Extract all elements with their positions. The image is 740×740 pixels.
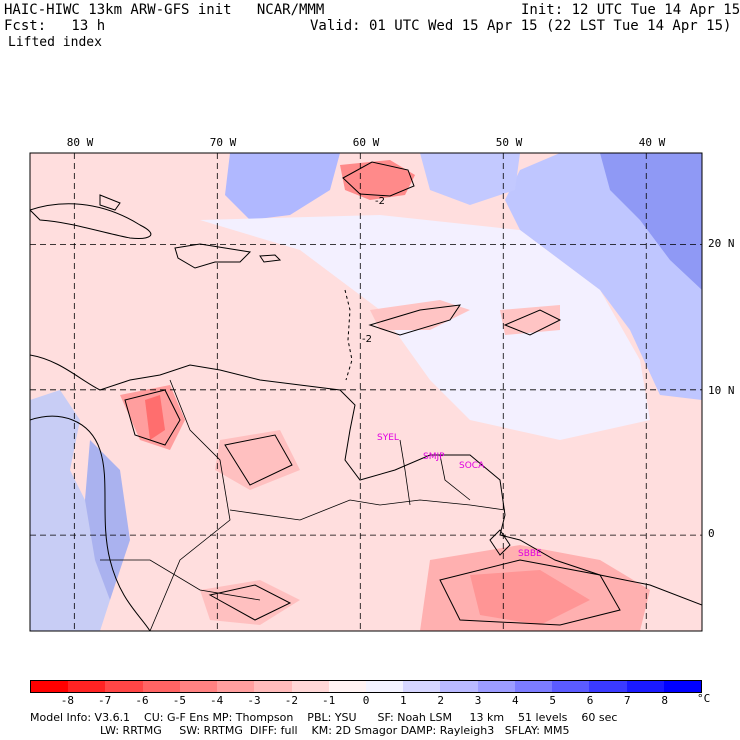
colorbar-swatch (552, 681, 590, 692)
lon-label: 80 W (67, 136, 94, 149)
lat-label: 0 (708, 527, 715, 540)
contour-amazon (439, 559, 621, 626)
coast-lesser-antilles (344, 289, 353, 381)
colorbar-tick-label: -2 (284, 694, 298, 707)
colorbar-swatch (68, 681, 106, 692)
lat-label: 20 N (708, 237, 735, 250)
border-brazil-north (229, 499, 506, 521)
stable-region-north-2 (420, 153, 520, 205)
colorbar-tick-label: 7 (624, 694, 631, 707)
colorbar-tick-label: 0 (362, 694, 370, 707)
coast-bahamas (99, 194, 121, 211)
colorbar-swatch (663, 681, 701, 692)
colorbar-tick-label: 2 (437, 694, 444, 707)
colorbar-swatch (589, 681, 627, 692)
colorbar-swatch (179, 681, 218, 692)
unstable-cell-venezuela (215, 430, 300, 490)
border-guyana (399, 439, 411, 506)
coast-puerto-rico (259, 254, 282, 263)
coast-pacific (30, 415, 151, 631)
contour-value-label: -2 (375, 196, 385, 207)
site-label: SYEL (377, 433, 399, 443)
lon-label: 40 W (639, 136, 666, 149)
model-title: HAIC-HIWC 13km ARW-GFS init NCAR/MMM (4, 2, 325, 18)
colorbar-tick-label: 1 (400, 694, 407, 707)
colorbar-unit: °C (697, 692, 711, 705)
stable-region-pacific (30, 390, 110, 631)
colorbar-swatch (403, 681, 441, 692)
model-info-line-2: LW: RRTMG SW: RRTMG DIFF: full KM: 2D Sm… (100, 724, 570, 737)
lon-label: 50 W (496, 136, 523, 149)
colorbar (30, 680, 702, 693)
field-name: Lifted index (8, 35, 102, 50)
colorbar-swatch (217, 681, 255, 692)
colorbar-tick-label: -8 (60, 694, 74, 707)
contour-colombia (124, 389, 181, 446)
coast-marajo (489, 529, 511, 556)
colorbar-tick-label: 4 (512, 694, 519, 707)
colorbar-tick-label: -7 (98, 694, 112, 707)
border-peru (100, 559, 261, 601)
colorbar-tick-label: -3 (247, 694, 261, 707)
unstable-core-amazon (470, 570, 590, 625)
model-info-line-1: Model Info: V3.6.1 CU: G-F Ens MP: Thomp… (30, 711, 618, 724)
forecast-hour: Fcst: 13 h (4, 18, 106, 34)
colorbar-swatch (365, 681, 404, 692)
colorbar-tick-label: -6 (135, 694, 149, 707)
contour-south (208, 584, 292, 621)
init-time: Init: 12 UTC Tue 14 Apr 15 (521, 2, 740, 18)
colorbar-swatch (31, 681, 69, 692)
colorbar-swatch (254, 681, 292, 692)
contour-venezuela (224, 434, 293, 486)
stable-core-east (600, 153, 702, 290)
colorbar-tick-label: 3 (474, 694, 482, 707)
colorbar-swatch (291, 681, 329, 692)
colorbar-tick-label: -5 (172, 694, 186, 707)
coast-south-america (30, 354, 702, 606)
site-label: SOCA (459, 461, 485, 471)
colorbar-tick-label: 6 (586, 694, 594, 707)
colorbar-tick-label: -1 (322, 694, 336, 707)
lon-label: 70 W (210, 136, 237, 149)
unstable-core-colombia (145, 395, 165, 440)
site-label: SMJP (423, 452, 445, 462)
unstable-band-atlantic (370, 300, 470, 330)
unstable-cell-north (340, 160, 415, 200)
colorbar-tick-label: 5 (549, 694, 556, 707)
colorbar-tick-label: 8 (661, 694, 668, 707)
contour-atlantic-2 (503, 309, 562, 336)
valid-time: Valid: 01 UTC Wed 15 Apr 15 (22 LST Tue … (310, 18, 732, 34)
lon-label: 60 W (353, 136, 380, 149)
colorbar-swatch (514, 681, 553, 692)
coast-hispaniola (174, 243, 252, 269)
colorbar-swatch (142, 681, 180, 692)
colorbar-tick-label: -4 (210, 694, 224, 707)
contour-value-label: -2 (362, 334, 372, 345)
coast-cuba (30, 203, 152, 239)
border-suriname (439, 454, 471, 501)
site-label: SBBE (518, 549, 542, 559)
contour-atlantic (368, 304, 462, 336)
colorbar-swatch (477, 681, 515, 692)
border-colombia (149, 379, 231, 631)
colorbar-swatch (328, 681, 366, 692)
colorbar-swatch (626, 681, 664, 692)
stable-region-north (225, 153, 340, 220)
map-frame (29, 152, 703, 632)
unstable-band-atlantic-2 (500, 305, 560, 335)
colorbar-swatch (440, 681, 478, 692)
lat-label: 10 N (708, 384, 735, 397)
colorbar-swatch (105, 681, 143, 692)
